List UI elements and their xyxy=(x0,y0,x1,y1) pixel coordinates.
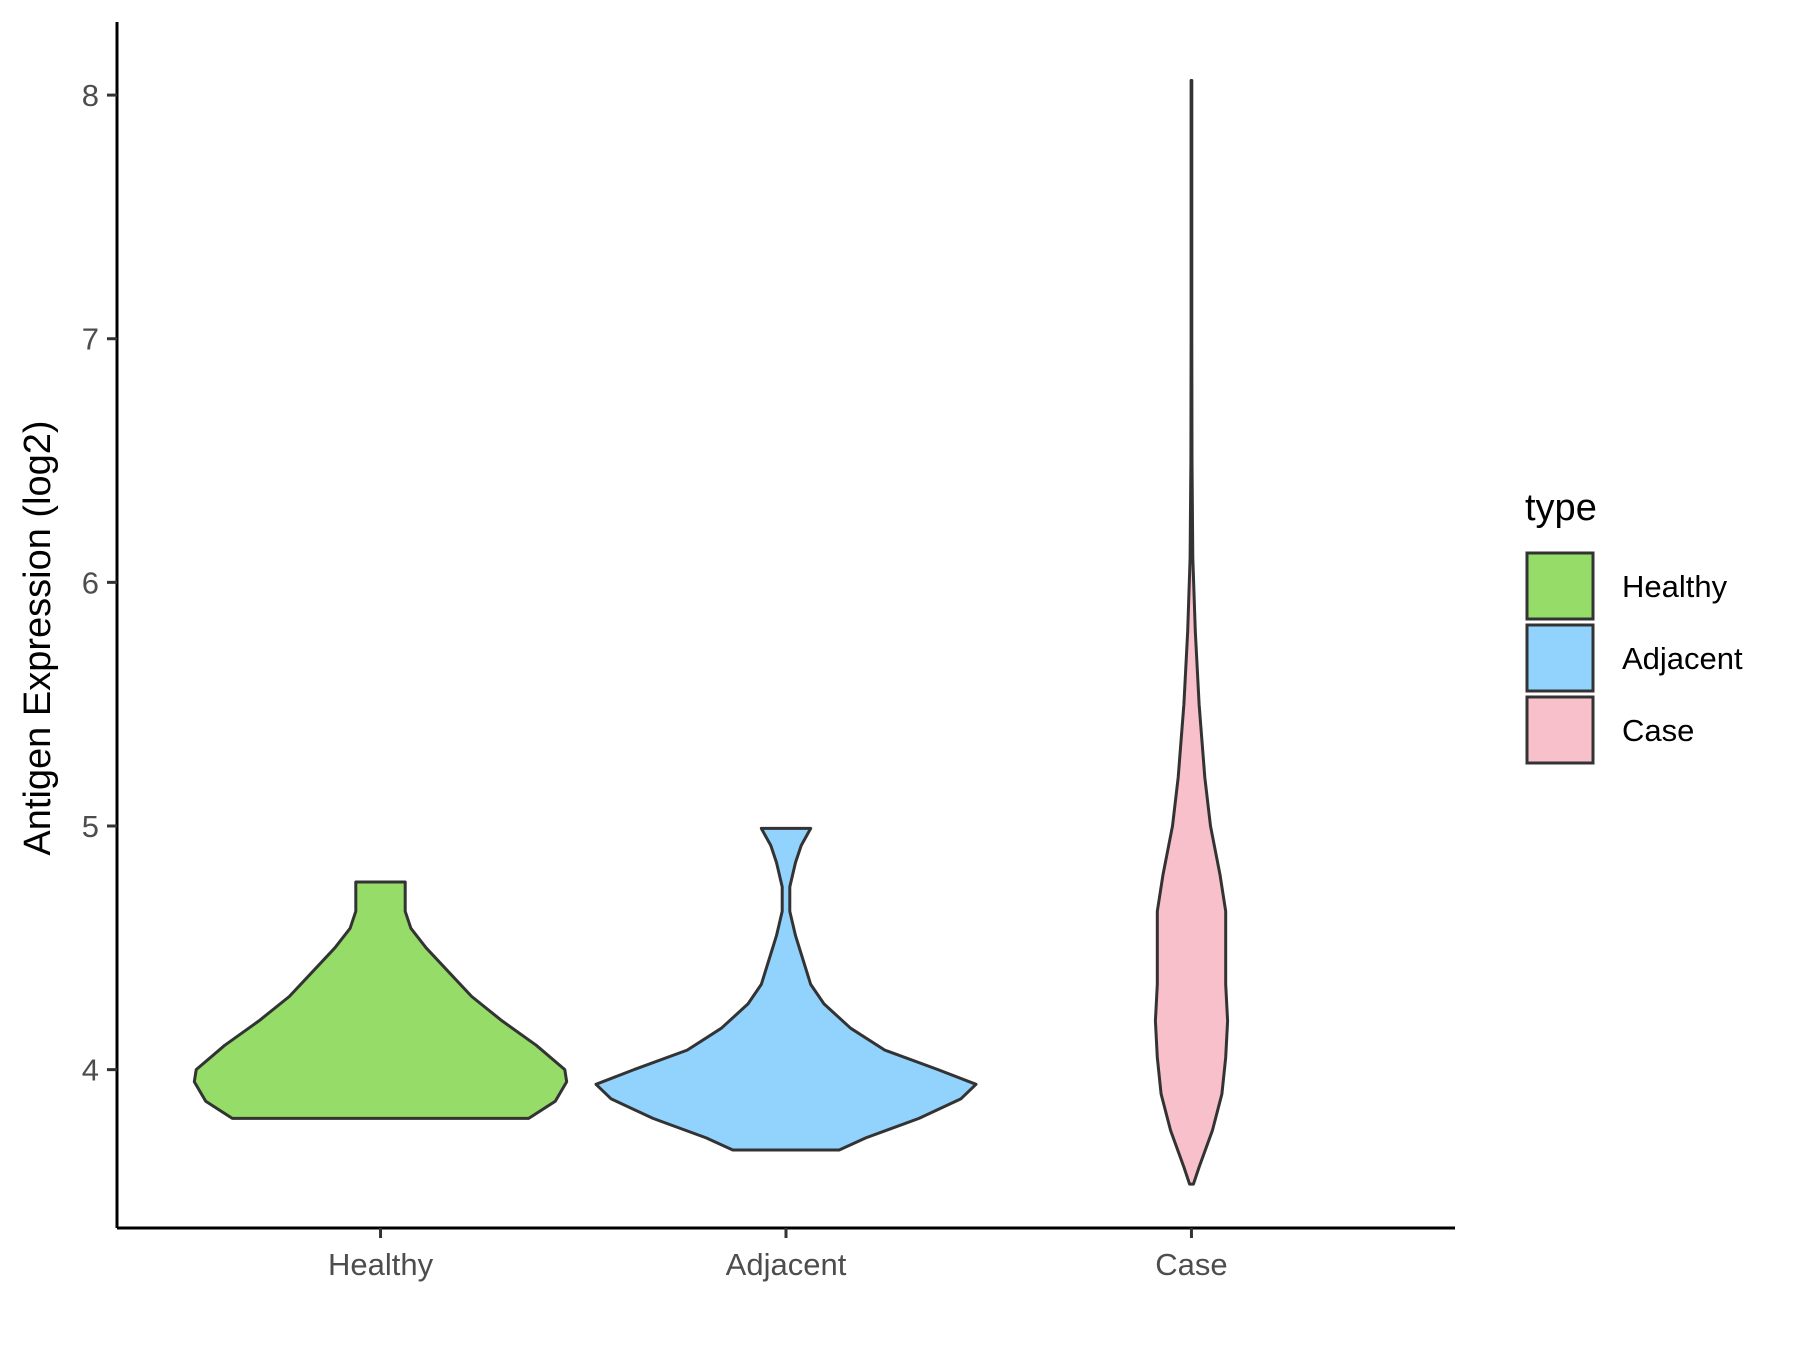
legend-title: type xyxy=(1525,487,1597,529)
y-tick-label: 4 xyxy=(82,1053,99,1088)
legend-swatch-case xyxy=(1525,695,1595,765)
y-tick-label: 5 xyxy=(82,809,99,844)
x-tick-label: Healthy xyxy=(328,1247,434,1282)
x-tick-label: Adjacent xyxy=(726,1247,847,1282)
violin-layer xyxy=(192,79,1230,1186)
y-axis-ticks: 4 5 6 7 8 xyxy=(82,78,117,1088)
violin-healthy xyxy=(192,880,569,1120)
x-axis-ticks: Healthy Adjacent Case xyxy=(328,1228,1228,1282)
y-tick-label: 8 xyxy=(82,78,99,113)
y-axis-title: Antigen Expression (log2) xyxy=(17,420,59,855)
y-tick-label: 7 xyxy=(82,322,99,357)
legend-swatch-healthy xyxy=(1525,551,1595,621)
x-tick-label: Case xyxy=(1155,1247,1227,1282)
legend-label-healthy: Healthy xyxy=(1622,569,1728,604)
violin-adjacent xyxy=(594,826,978,1152)
legend-label-adjacent: Adjacent xyxy=(1622,641,1743,676)
legend: type Healthy Adjacent Case xyxy=(1525,487,1743,765)
y-tick-label: 6 xyxy=(82,565,99,600)
violin-case xyxy=(1153,79,1230,1186)
legend-swatch-adjacent xyxy=(1525,623,1595,693)
legend-label-case: Case xyxy=(1622,713,1694,748)
